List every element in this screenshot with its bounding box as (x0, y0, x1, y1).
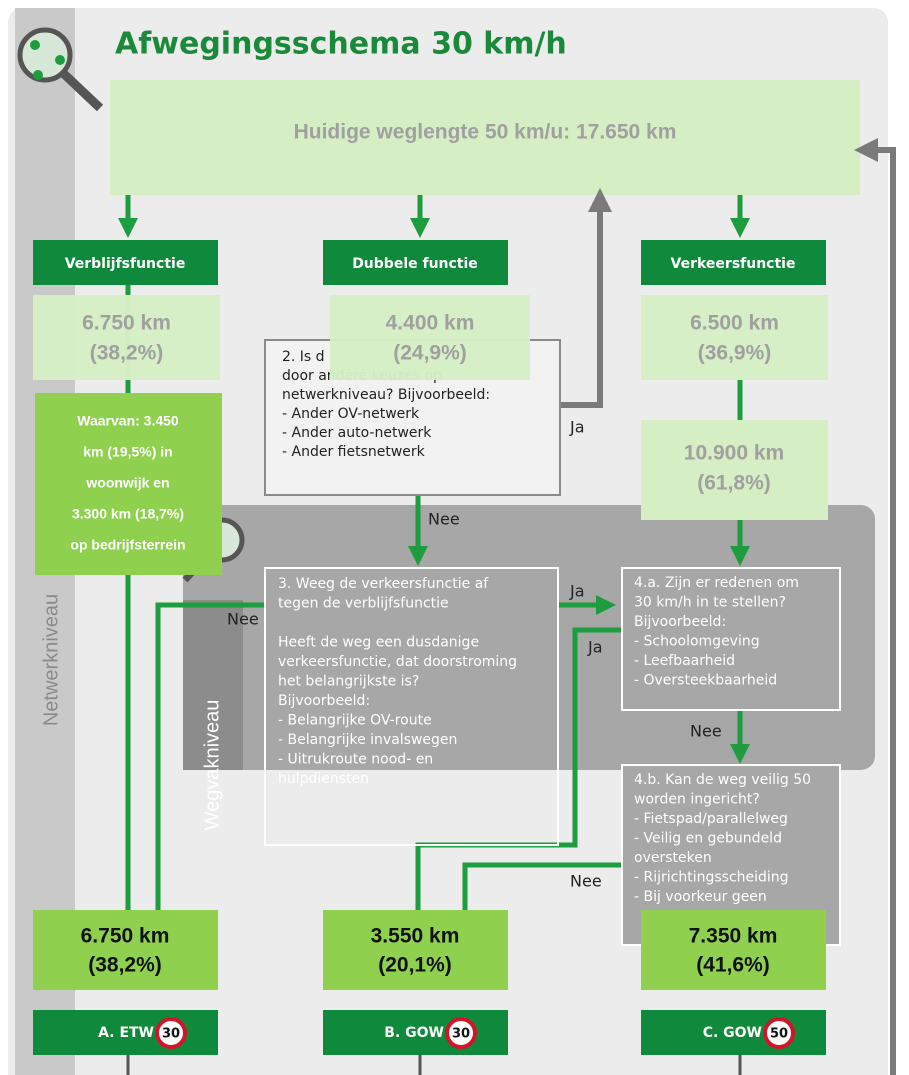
magnifier-icon (17, 27, 104, 112)
edge-label: Nee (570, 872, 602, 891)
column-header: Dubbele functie (352, 256, 478, 272)
question3-line: 3. Weeg de verkeersfunctie af (278, 576, 489, 592)
share-text: 4.400 km (386, 312, 475, 335)
question3-line: tegen de verblijfsfunctie (278, 596, 449, 612)
result-box (33, 910, 218, 990)
question4a-line: - Schoolomgeving (634, 634, 760, 650)
column-header: Verblijfsfunctie (65, 256, 186, 272)
question4a-box (621, 567, 841, 711)
result-bar (33, 1010, 218, 1055)
question3-line: Heeft de weg een dusdanige (278, 635, 479, 651)
result-box (641, 910, 826, 990)
question4b-line: worden ingericht? (634, 792, 760, 808)
share-text: (38,2%) (90, 342, 164, 365)
edge-labels: Ja Nee Ja Nee Ja Nee Nee (227, 418, 722, 891)
share-text: (36,9%) (698, 342, 772, 365)
edge-label: Nee (227, 610, 259, 629)
result-text: 3.550 km (371, 925, 460, 948)
question3-line: het belangrijkste is? (278, 674, 419, 690)
result-text: (41,6%) (696, 954, 770, 977)
question2-line: - Ander OV-netwerk (282, 406, 420, 422)
top-box (110, 80, 860, 195)
share-box (641, 295, 828, 380)
share-box (641, 420, 828, 520)
question2-line: netwerkniveau? Bijvoorbeeld: (282, 387, 490, 403)
question3-box (264, 567, 559, 846)
question2-line: 2. Is d (282, 349, 325, 365)
question4a-line: - Leefbaarheid (634, 653, 735, 669)
column-header-box (323, 240, 508, 285)
question3-line: Bijvoorbeeld: (278, 693, 370, 709)
share-text: (61,8%) (697, 472, 771, 495)
question4b-line: - Rijrichtingsscheiding (634, 870, 789, 886)
result-label: A. ETW (98, 1025, 154, 1041)
column-header-box (641, 240, 826, 285)
question4b-line: - Bij voorkeur geen (634, 889, 767, 905)
speed-sign-text: 50 (770, 1027, 788, 1042)
edge-label: Ja (569, 582, 585, 601)
question4a-line: 30 km/h in te stellen? (634, 595, 786, 611)
share-text: 6.750 km (82, 312, 171, 335)
question3-line: hulpdiensten (278, 771, 369, 787)
result-label: B. GOW (384, 1025, 444, 1041)
edge-label: Nee (690, 722, 722, 741)
top-box-text: Huidige weglengte 50 km/u: 17.650 km (294, 121, 677, 144)
share-box (330, 295, 530, 380)
title: Afwegingsschema 30 km/h (115, 27, 567, 62)
subdivision-text: woonwijk en (85, 475, 169, 491)
edge-label: Nee (428, 510, 460, 529)
subdivision-text: op bedrijfsterrein (70, 537, 185, 553)
edge-label: Ja (569, 418, 585, 437)
segment-level-label: Wegvakniveau (201, 700, 223, 831)
result-text: (20,1%) (378, 954, 452, 977)
result-bar (641, 1010, 826, 1055)
share-text: 10.900 km (684, 442, 784, 465)
question4b-line: 4.b. Kan de weg veilig 50 (634, 772, 811, 788)
subdivision-box (35, 393, 222, 575)
question3-line: - Uitrukroute nood- en (278, 752, 433, 768)
question4b-line: oversteken (634, 850, 712, 866)
arrow-return (854, 138, 896, 1075)
connectors (118, 195, 750, 910)
question2-line: - Ander fietsnetwerk (282, 444, 426, 460)
question4a-line: Bijvoorbeeld: (634, 614, 726, 630)
question4a-line: 4.a. Zijn er redenen om (634, 575, 799, 591)
question3-line: - Belangrijke invalswegen (278, 732, 457, 748)
share-text: 6.500 km (690, 312, 779, 335)
result-label: C. GOW (703, 1025, 762, 1041)
edge-label: Ja (587, 638, 603, 657)
speed-sign (155, 1017, 187, 1049)
speed-sign-text: 30 (452, 1027, 470, 1042)
question3-line: - Belangrijke OV-route (278, 713, 432, 729)
subdivision-text: Waarvan: 3.450 (77, 413, 179, 429)
speed-sign (763, 1017, 795, 1049)
question4b-line: - Fietspad/parallelweg (634, 811, 788, 827)
question2-line: - Ander auto-netwerk (282, 425, 432, 441)
result-text: 6.750 km (81, 925, 170, 948)
result-box (323, 910, 508, 990)
speed-sign-text: 30 (162, 1027, 180, 1042)
share-text: (24,9%) (393, 342, 467, 365)
speed-sign (445, 1017, 477, 1049)
subdivision-text: km (19,5%) in (83, 444, 172, 460)
result-text: (38,2%) (88, 954, 162, 977)
network-level-label: Netwerkniveau (40, 594, 62, 726)
result-bar (323, 1010, 508, 1055)
share-box (33, 295, 220, 380)
column-header: Verkeersfunctie (671, 256, 796, 272)
column-header-box (33, 240, 218, 285)
question4b-line: - Veilig en gebundeld (634, 831, 782, 847)
arrow-yes-back (560, 188, 612, 408)
segment-band (183, 600, 243, 770)
question4a-line: - Oversteekbaarheid (634, 673, 777, 689)
subdivision-text: 3.300 km (18,7%) (72, 506, 184, 522)
question3-line: verkeersfunctie, dat doorstroming (278, 654, 517, 670)
result-text: 7.350 km (689, 925, 778, 948)
